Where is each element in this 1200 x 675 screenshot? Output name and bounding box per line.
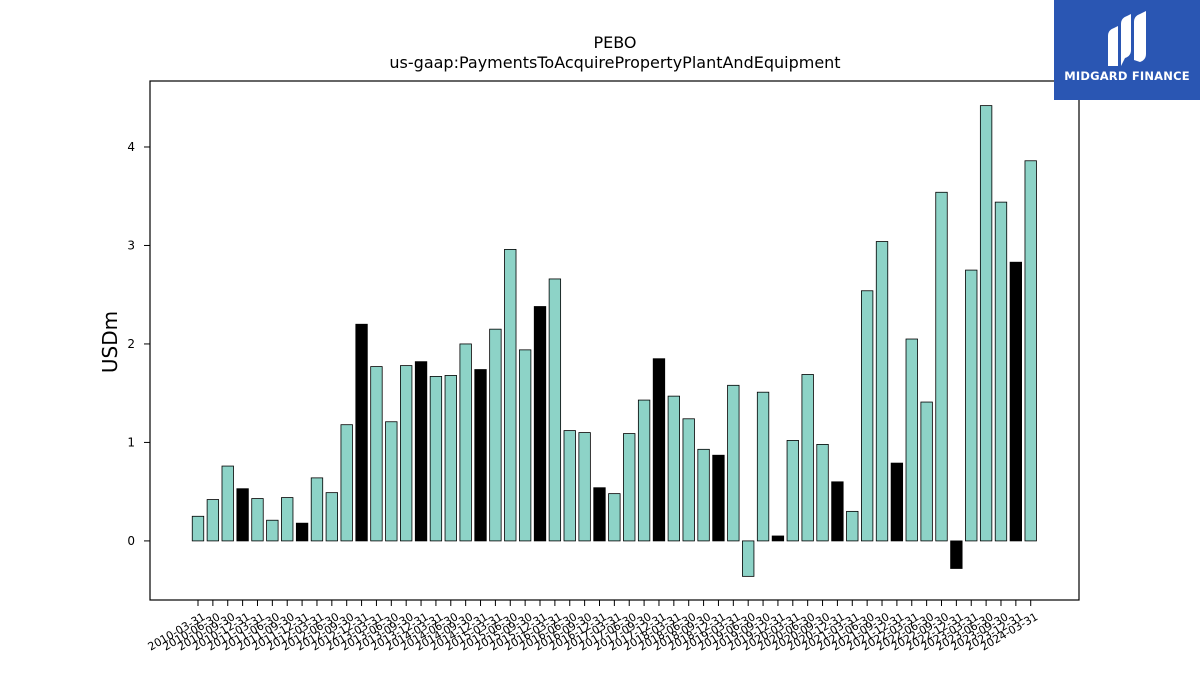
bar-2012-12-31 — [355, 323, 368, 542]
bar-2019-09-30 — [756, 391, 770, 542]
chart-title: PEBO — [593, 33, 636, 52]
plot-frame — [149, 80, 1080, 601]
bar-2020-12-31 — [831, 481, 844, 542]
y-tick-label: 2 — [127, 337, 135, 351]
bar-2017-12-31 — [652, 358, 666, 542]
bar-2016-09-30 — [578, 432, 591, 542]
bar-2019-12-31 — [771, 535, 785, 542]
bar-2016-12-31 — [593, 487, 606, 542]
y-tick-label: 4 — [127, 140, 135, 154]
bar-2018-12-31 — [712, 454, 725, 542]
bar-2017-06-30 — [623, 433, 636, 542]
bar-2013-06-30 — [385, 421, 398, 542]
bar-2022-03-31 — [905, 338, 918, 542]
bar-2020-06-30 — [801, 374, 814, 542]
bar-2022-12-31 — [950, 540, 963, 569]
bar-2012-09-30 — [340, 424, 353, 542]
bar-2010-03-31 — [191, 515, 205, 542]
bar-2018-09-30 — [697, 448, 710, 542]
bar-2014-12-31 — [474, 369, 487, 542]
bar-2019-06-30 — [742, 540, 755, 577]
bar-2020-03-31 — [786, 440, 799, 542]
chart-subtitle: us-gaap:PaymentsToAcquirePropertyPlantAn… — [389, 53, 840, 72]
bar-2021-03-31 — [846, 510, 859, 542]
bar-2012-03-31 — [310, 477, 324, 542]
y-tick-label: 0 — [127, 534, 135, 548]
x-ticks-group: 2010-03-312010-06-302010-09-302010-12-31… — [146, 600, 1040, 653]
bar-2013-03-31 — [370, 366, 383, 542]
midgard-logo-icon — [1108, 11, 1146, 66]
bar-2018-06-30 — [682, 418, 695, 542]
bar-2010-12-31 — [236, 488, 249, 542]
bar-2015-09-30 — [518, 349, 532, 542]
bar-2023-03-31 — [965, 269, 978, 542]
bar-2021-12-31 — [890, 462, 904, 542]
bar-2014-09-30 — [459, 343, 472, 542]
bar-2013-09-30 — [400, 365, 413, 542]
bar-2010-09-30 — [221, 465, 234, 542]
y-axis-label: USDm — [98, 311, 122, 373]
bar-2015-06-30 — [504, 248, 517, 542]
bar-2019-03-31 — [727, 384, 740, 542]
bars-group — [191, 105, 1037, 577]
bar-2018-03-31 — [667, 395, 680, 542]
bar-2023-06-30 — [979, 105, 993, 542]
bar-2011-09-30 — [281, 497, 294, 542]
bar-2021-06-30 — [861, 290, 874, 542]
bar-2020-09-30 — [816, 443, 829, 542]
bar-2016-03-31 — [548, 278, 562, 542]
y-tick-label: 1 — [127, 435, 135, 449]
bar-2022-06-30 — [920, 401, 933, 542]
bar-2024-03-31 — [1024, 160, 1037, 542]
logo-text: MIDGARD FINANCE — [1064, 69, 1190, 83]
bar-2014-06-30 — [444, 375, 457, 542]
bar-2010-06-30 — [206, 499, 220, 542]
bar-2014-03-31 — [429, 376, 443, 542]
bar-2017-09-30 — [637, 399, 651, 542]
bar-2017-03-31 — [608, 493, 621, 542]
midgard-finance-logo: MIDGARD FINANCE — [1054, 0, 1200, 100]
bar-2013-12-31 — [414, 361, 428, 542]
bar-2011-03-31 — [251, 498, 264, 542]
bar-2012-06-30 — [325, 492, 338, 542]
bar-2016-06-30 — [563, 430, 576, 542]
bar-2021-09-30 — [875, 241, 889, 542]
bar-2015-03-31 — [489, 328, 502, 542]
bar-2011-12-31 — [295, 522, 309, 542]
bar-2023-12-31 — [1009, 261, 1022, 542]
bar-2022-09-30 — [935, 191, 948, 542]
bar-2023-09-30 — [994, 201, 1008, 542]
y-ticks-group: 0 1 2 3 4 — [127, 140, 150, 548]
bar-2011-06-30 — [266, 519, 279, 542]
bar-2015-12-31 — [533, 306, 547, 542]
y-tick-label: 3 — [127, 238, 135, 252]
